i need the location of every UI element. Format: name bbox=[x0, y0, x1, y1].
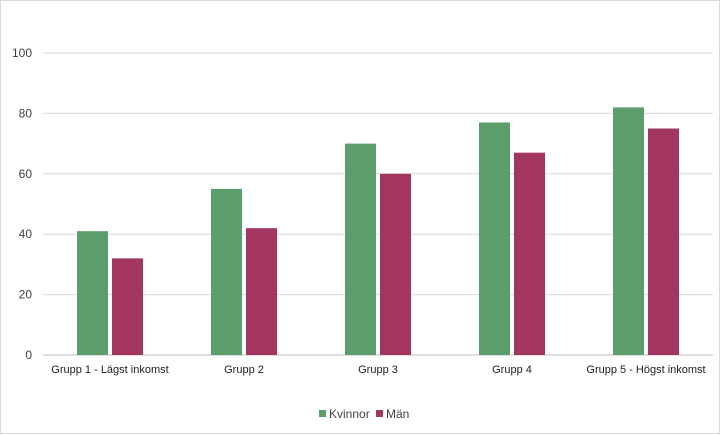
bars bbox=[77, 107, 679, 356]
legend-label: Män bbox=[386, 407, 409, 421]
y-tick-label: 80 bbox=[19, 106, 33, 120]
bar-man bbox=[246, 228, 277, 355]
x-category-label: Grupp 4 bbox=[492, 364, 532, 376]
legend: Kvinnor Män bbox=[319, 407, 409, 421]
legend-swatch bbox=[376, 410, 383, 417]
bar-man bbox=[112, 258, 143, 355]
bar-kvinnor bbox=[77, 231, 108, 355]
x-category-label: Grupp 5 - Högst inkomst bbox=[586, 364, 705, 376]
y-tick-label: 40 bbox=[19, 227, 33, 241]
bar-kvinnor bbox=[211, 188, 242, 355]
bar-man bbox=[380, 173, 411, 355]
y-axis-tick-labels: 0 20 40 60 80 100 bbox=[12, 46, 32, 362]
legend-swatch bbox=[319, 410, 326, 417]
legend-label: Kvinnor bbox=[329, 407, 370, 421]
x-category-label: Grupp 1 - Lägst inkomst bbox=[51, 364, 168, 376]
bar-man bbox=[514, 152, 545, 355]
bar-kvinnor bbox=[479, 122, 510, 356]
x-category-label: Grupp 2 bbox=[224, 364, 264, 376]
bar-kvinnor bbox=[613, 107, 644, 355]
y-tick-label: 100 bbox=[12, 46, 32, 60]
y-tick-label: 0 bbox=[25, 348, 32, 362]
y-tick-label: 60 bbox=[19, 167, 33, 181]
gridlines bbox=[43, 52, 713, 356]
y-tick-label: 20 bbox=[19, 288, 33, 302]
bar-kvinnor bbox=[345, 143, 376, 355]
x-axis-category-labels: Grupp 1 - Lägst inkomst Grupp 2 Grupp 3 Gru… bbox=[51, 364, 705, 376]
x-category-label: Grupp 3 bbox=[358, 364, 398, 376]
bar-man bbox=[648, 128, 679, 355]
